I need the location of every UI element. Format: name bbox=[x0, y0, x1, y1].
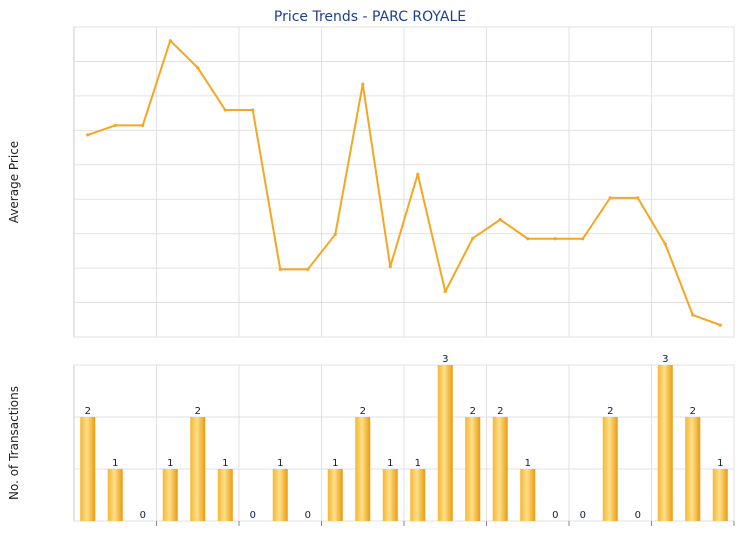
transaction-count-label: 2 bbox=[690, 406, 696, 417]
transaction-count-label: 1 bbox=[167, 458, 173, 469]
transaction-bar bbox=[382, 469, 398, 521]
price-plot-area bbox=[73, 26, 735, 338]
chart-title: Price Trends - PARC ROYALE bbox=[274, 9, 466, 25]
transaction-count-label: 1 bbox=[717, 458, 723, 469]
price-point bbox=[718, 323, 722, 327]
transaction-bar bbox=[80, 417, 96, 521]
transaction-count-label: 0 bbox=[305, 510, 311, 521]
price-point bbox=[581, 237, 585, 241]
price-point bbox=[553, 237, 557, 241]
transaction-count-label: 1 bbox=[277, 458, 283, 469]
transaction-count-label: 0 bbox=[552, 510, 558, 521]
price-point bbox=[498, 218, 502, 222]
transaction-count-label: 3 bbox=[442, 354, 448, 365]
price-point bbox=[223, 108, 227, 112]
price-point bbox=[691, 313, 695, 317]
transaction-count-label: 2 bbox=[360, 406, 366, 417]
transaction-bar bbox=[107, 469, 123, 521]
transaction-count-label: 0 bbox=[250, 510, 256, 521]
transaction-count-label: 0 bbox=[635, 510, 641, 521]
price-point bbox=[663, 242, 667, 246]
transaction-bar bbox=[190, 417, 206, 521]
price-point bbox=[86, 133, 90, 137]
transaction-bar bbox=[217, 469, 233, 521]
transaction-count-label: 2 bbox=[470, 406, 476, 417]
transaction-bar bbox=[520, 469, 536, 521]
transaction-count-label: 2 bbox=[85, 406, 91, 417]
price-point bbox=[113, 123, 117, 128]
transaction-count-label: 1 bbox=[112, 458, 118, 469]
price-axis-title: Average Price bbox=[7, 141, 21, 223]
price-point bbox=[416, 172, 420, 176]
price-point bbox=[141, 123, 145, 128]
transaction-bar bbox=[162, 469, 178, 521]
price-point bbox=[388, 265, 392, 269]
price-point bbox=[443, 289, 447, 294]
transaction-bar bbox=[465, 417, 481, 521]
price-series-line bbox=[87, 39, 721, 327]
transactions-axis-title: No. of Transactions bbox=[7, 386, 21, 500]
transaction-bar bbox=[437, 365, 453, 521]
transaction-bar bbox=[272, 469, 288, 521]
transaction-count-label: 1 bbox=[222, 458, 228, 469]
transaction-count-label: 1 bbox=[415, 458, 421, 469]
price-point bbox=[333, 232, 337, 237]
transaction-count-label: 3 bbox=[662, 354, 668, 365]
transaction-count-label: 0 bbox=[140, 510, 146, 521]
transaction-count-label: 1 bbox=[525, 458, 531, 469]
transaction-count-label: 0 bbox=[580, 510, 586, 521]
price-point bbox=[278, 267, 282, 271]
transaction-bar bbox=[355, 417, 371, 521]
price-point bbox=[196, 66, 200, 70]
price-point bbox=[361, 82, 365, 86]
transaction-bar bbox=[712, 469, 728, 521]
transaction-bar bbox=[410, 469, 426, 521]
price-point bbox=[471, 236, 475, 240]
transaction-bar bbox=[685, 417, 701, 521]
price-point bbox=[636, 196, 640, 200]
price-point bbox=[526, 237, 530, 241]
transactions-plot-area: 2 1 0 1 2 1 0 1 0 1 2 1 1 3 2 2 1 0 0 2 0 3 2 1 bbox=[73, 354, 735, 526]
transaction-bar bbox=[602, 417, 618, 521]
price-point bbox=[608, 196, 612, 200]
transaction-bar bbox=[327, 469, 343, 521]
transaction-count-label: 2 bbox=[607, 406, 613, 417]
price-point bbox=[306, 267, 310, 271]
transaction-bar bbox=[492, 417, 508, 521]
transaction-bar bbox=[657, 365, 673, 521]
price-point bbox=[168, 39, 172, 43]
transaction-count-label: 1 bbox=[332, 458, 338, 469]
transaction-count-label: 2 bbox=[195, 406, 201, 417]
transaction-count-label: 2 bbox=[497, 406, 503, 417]
transaction-count-label: 1 bbox=[387, 458, 393, 469]
price-point bbox=[251, 108, 255, 112]
